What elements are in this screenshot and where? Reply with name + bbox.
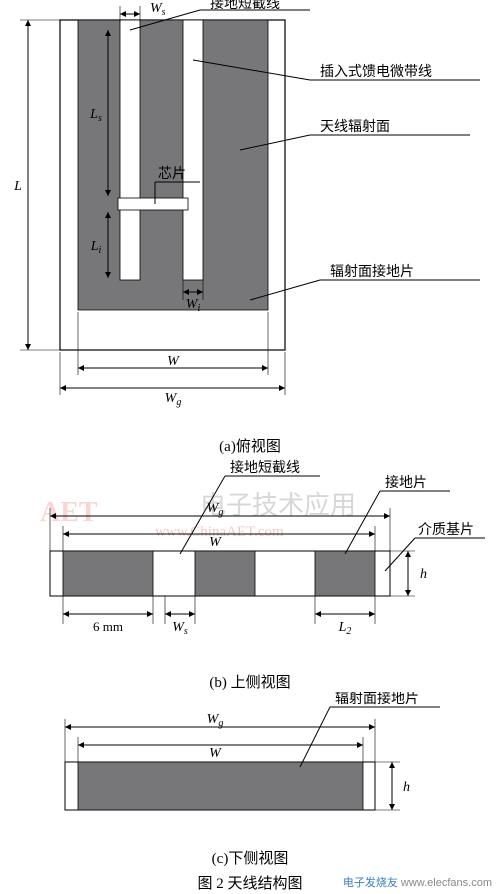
radiating-patch <box>78 20 268 310</box>
svg-text:Ws: Ws <box>172 620 188 637</box>
dim-L2: L2 <box>315 596 375 637</box>
dim-6mm: 6 mm <box>63 596 153 634</box>
dim-Ws-b: Ws <box>165 596 195 637</box>
svg-text:介质基片: 介质基片 <box>418 521 474 538</box>
svg-text:插入式馈电微带线: 插入式馈电微带线 <box>320 64 432 80</box>
svg-text:W: W <box>167 354 180 369</box>
svg-text:接地片: 接地片 <box>385 474 427 491</box>
dim-L: L <box>13 20 60 350</box>
b-patch-mid <box>195 551 255 596</box>
callout-b-substrate: 介质基片 <box>385 521 485 571</box>
callout-c-ground-patch: 辐射面接地片 <box>300 692 440 767</box>
caption-c: (c)下侧视图 <box>0 847 500 868</box>
svg-text:W: W <box>209 535 222 550</box>
svg-text:Ws: Ws <box>150 1 166 18</box>
figure-a-top-view: L Ls Li Ws Wi W Wg 接地 <box>0 0 500 430</box>
callout-b-ground-piece: 接地片 <box>345 474 450 554</box>
svg-text:Wg: Wg <box>207 712 224 729</box>
svg-text:Wg: Wg <box>165 391 182 408</box>
dim-L-label: L <box>13 179 22 194</box>
figure-c-bottom-view: Wg W h 辐射面接地片 <box>0 692 500 842</box>
dim-Ws: Ws <box>120 1 166 22</box>
svg-text:天线辐射面: 天线辐射面 <box>320 119 390 135</box>
svg-text:芯片: 芯片 <box>158 166 186 182</box>
svg-text:AET: AET <box>40 497 98 528</box>
b-patch-right <box>315 551 375 596</box>
svg-text:接地短截线: 接地短截线 <box>230 459 300 476</box>
svg-text:辐射面接地片: 辐射面接地片 <box>330 263 414 280</box>
dim-h-c: h <box>375 762 410 810</box>
ground-patch-c <box>78 762 363 810</box>
svg-text:L2: L2 <box>338 620 352 637</box>
svg-text:6 mm: 6 mm <box>93 619 123 634</box>
svg-text:W: W <box>209 746 222 761</box>
footer-url: www.elecfans.com <box>401 877 492 889</box>
svg-text:辐射面接地片: 辐射面接地片 <box>335 692 419 707</box>
page-footer: 电子发烧友 www.elecfans.com <box>343 874 492 890</box>
svg-text:接地短截线: 接地短截线 <box>210 0 280 12</box>
dim-h-b: h <box>390 551 427 596</box>
b-patch-left <box>63 551 153 596</box>
svg-text:h: h <box>420 567 427 582</box>
caption-b: (b) 上侧视图 <box>0 671 500 692</box>
caption-a: (a)俯视图 <box>0 435 500 456</box>
dim-W-c: W <box>78 737 363 762</box>
figure-b-side-view: AET 电子技术应用 www.ChinaAET.com Wg W 6 mm Ws <box>0 456 500 666</box>
callout-radiation-surface: 天线辐射面 <box>240 119 470 150</box>
svg-text:h: h <box>403 780 410 795</box>
footer-site: 电子发烧友 <box>343 877 398 889</box>
dim-W-a: W <box>78 312 268 375</box>
